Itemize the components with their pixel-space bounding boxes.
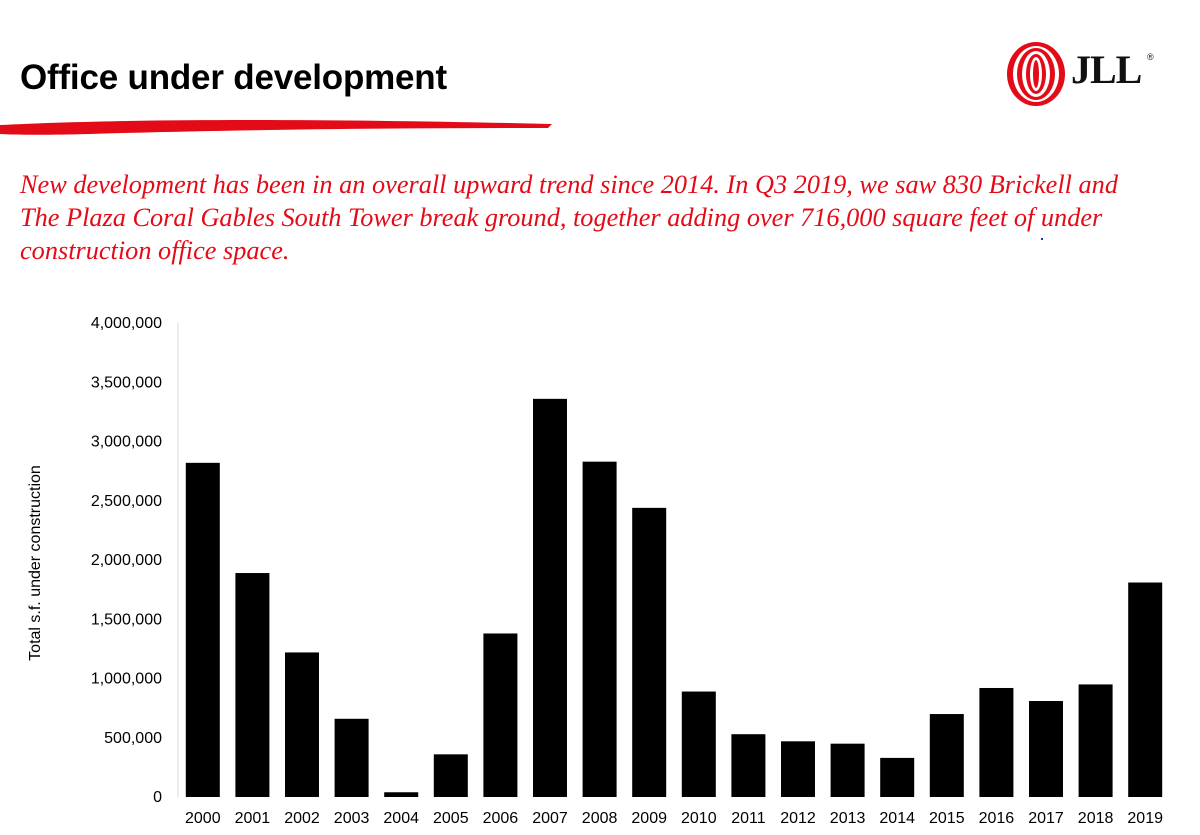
x-tick-label: 2012 bbox=[780, 810, 816, 827]
bar-2008 bbox=[582, 461, 617, 797]
bar-2001 bbox=[235, 573, 270, 797]
x-tick-label: 2000 bbox=[185, 810, 221, 827]
x-tick-label: 2016 bbox=[979, 810, 1015, 827]
bar-2005 bbox=[433, 754, 468, 797]
y-tick-label: 500,000 bbox=[104, 730, 162, 747]
y-tick-label: 2,500,000 bbox=[91, 493, 162, 510]
x-tick-label: 2010 bbox=[681, 810, 717, 827]
x-tick-label: 2003 bbox=[334, 810, 370, 827]
jll-logo: JLL ® bbox=[1005, 40, 1155, 108]
bar-2015 bbox=[929, 714, 964, 797]
red-brush-stroke bbox=[0, 119, 552, 135]
y-tick-label: 4,000,000 bbox=[91, 315, 162, 332]
x-tick-label: 2005 bbox=[433, 810, 469, 827]
x-tick-label: 2013 bbox=[830, 810, 866, 827]
x-tick-label: 2014 bbox=[879, 810, 915, 827]
x-tick-label: 2001 bbox=[235, 810, 271, 827]
logo-wordmark: JLL bbox=[1071, 47, 1142, 92]
x-tick-label: 2009 bbox=[631, 810, 667, 827]
bar-chart: 0 500,000 1,000,000 1,500,000 2,000,000 2,500… bbox=[27, 315, 1163, 827]
bar-2011 bbox=[731, 734, 766, 797]
y-tick-label: 1,500,000 bbox=[91, 611, 162, 628]
x-tick-label: 2002 bbox=[284, 810, 320, 827]
bar-2004 bbox=[384, 792, 419, 797]
y-tick-label: 3,500,000 bbox=[91, 374, 162, 391]
x-tick-label: 2006 bbox=[483, 810, 519, 827]
x-tick-label: 2007 bbox=[532, 810, 568, 827]
bar-2003 bbox=[334, 718, 369, 797]
bar-2000 bbox=[185, 462, 220, 797]
x-tick-label: 2011 bbox=[731, 810, 766, 827]
bar-2018 bbox=[1078, 684, 1113, 797]
bar-2002 bbox=[285, 652, 319, 797]
x-tick-label: 2017 bbox=[1028, 810, 1064, 827]
page-title: Office under development bbox=[20, 58, 447, 97]
y-tick-label: 1,000,000 bbox=[91, 671, 162, 688]
registered-mark: ® bbox=[1147, 52, 1154, 62]
bar-2014 bbox=[880, 757, 915, 797]
y-tick-label: 0 bbox=[153, 789, 162, 806]
bar-2019 bbox=[1128, 582, 1163, 797]
bar-2006 bbox=[483, 633, 518, 797]
x-tick-label: 2004 bbox=[383, 810, 419, 827]
bar-2016 bbox=[979, 687, 1014, 797]
y-tick-label: 3,000,000 bbox=[91, 434, 162, 451]
x-tick-label: 2018 bbox=[1078, 810, 1114, 827]
bar-2013 bbox=[830, 743, 865, 797]
bar-2012 bbox=[781, 741, 815, 797]
jll-logo-mark-icon bbox=[1007, 42, 1065, 106]
x-tick-label: 2019 bbox=[1127, 810, 1163, 827]
y-tick-label: 2,000,000 bbox=[91, 552, 162, 569]
subtitle-text: New development has been in an overall u… bbox=[20, 170, 1118, 265]
bar-2009 bbox=[632, 507, 667, 797]
x-tick-label: 2008 bbox=[582, 810, 618, 827]
x-tick-label: 2015 bbox=[929, 810, 965, 827]
bar-2017 bbox=[1029, 701, 1063, 797]
bar-2010 bbox=[681, 691, 716, 797]
y-axis-title: Total s.f. under construction bbox=[27, 465, 44, 661]
bar-2007 bbox=[533, 398, 567, 797]
stray-dot bbox=[1041, 238, 1043, 240]
